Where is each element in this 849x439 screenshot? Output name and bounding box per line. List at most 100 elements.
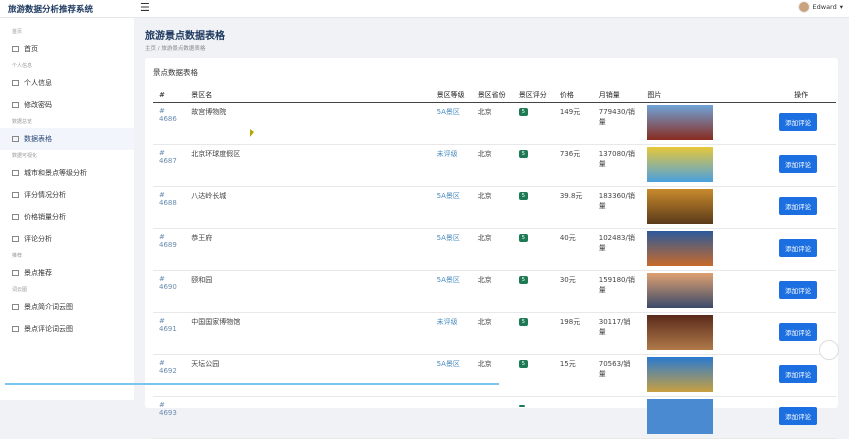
price [553, 396, 593, 439]
row-id: # 4686 [153, 102, 186, 145]
sidebar-item[interactable]: 景点简介词云图 [0, 296, 134, 318]
add-comment-button[interactable]: 添加评论 [779, 322, 818, 341]
breadcrumb: 主页 / 旅游景点数据表格 [145, 44, 845, 52]
loading-progress-bar [5, 383, 499, 385]
province: 北京 [471, 270, 513, 313]
avatar [797, 1, 810, 13]
add-comment-button[interactable]: 添加评论 [779, 238, 818, 257]
scenic-level: 5A景区 [430, 186, 472, 229]
sidebar-item[interactable]: 景点推荐 [0, 262, 134, 284]
add-comment-button[interactable]: 添加评论 [779, 406, 818, 425]
row-id: # 4689 [153, 228, 186, 271]
user-menu[interactable]: Edward ▾ [797, 1, 843, 13]
sidebar-item[interactable]: 数据表格 [0, 128, 134, 150]
menu-toggle-icon[interactable]: ☰ [140, 1, 150, 14]
sidebar-section-title: 首页 [12, 29, 23, 35]
breadcrumb-home[interactable]: 主页 [145, 46, 157, 52]
monthly-sales [592, 396, 642, 439]
row-id: # 4688 [153, 186, 186, 229]
scenic-level: 5A景区 [430, 354, 472, 397]
add-comment-button[interactable]: 添加评论 [779, 196, 818, 215]
sidebar-item[interactable]: 评分情况分析 [0, 184, 134, 206]
price: 39.8元 [553, 186, 593, 229]
add-comment-button[interactable]: 添加评论 [779, 112, 818, 131]
column-header: 月销量 [592, 88, 642, 103]
scenic-name: 北京环球度假区 [185, 144, 431, 187]
row-id: # 4693 [153, 396, 186, 439]
score-badge: 5 [518, 149, 528, 158]
column-header: 景区评分 [512, 88, 554, 103]
scenic-level: 未评级 [430, 144, 472, 187]
table-row: # 4686 故宫博物院 5A景区 北京 5 149元 779430/销量 添加… [153, 102, 836, 145]
scenic-name: 八达岭长城 [185, 186, 431, 229]
scenic-level: 5A景区 [430, 102, 472, 145]
sidebar-item[interactable]: 景点评论词云图 [0, 318, 134, 340]
row-id: # 4687 [153, 144, 186, 187]
user-name: Edward [812, 3, 837, 11]
province: 北京 [471, 228, 513, 271]
scenic-image [647, 314, 714, 350]
app-title: 旅游数据分析推荐系统 [8, 5, 94, 15]
score-badge: 5 [518, 233, 528, 242]
add-comment-button[interactable]: 添加评论 [779, 154, 818, 173]
province: 北京 [471, 312, 513, 355]
scenic-image [647, 272, 714, 308]
scenic-name [185, 396, 431, 439]
sidebar-item-label: 数据表格 [24, 135, 52, 143]
scenic-image [647, 104, 714, 140]
row-id: # 4690 [153, 270, 186, 313]
breadcrumb-sep: / [157, 46, 160, 52]
sidebar-item-label: 景点简介词云图 [24, 303, 73, 311]
scenic-level [430, 396, 472, 439]
score-badge [518, 404, 525, 407]
add-comment-button[interactable]: 添加评论 [779, 280, 818, 299]
sidebar-section-title: 数据总览 [12, 119, 33, 125]
scenic-image [647, 146, 714, 182]
sidebar-section-title: 词云图 [12, 287, 28, 293]
sidebar-item[interactable]: 价格销量分析 [0, 206, 134, 228]
sidebar-item-label: 评论分析 [24, 235, 52, 243]
province: 北京 [471, 354, 513, 397]
price: 15元 [553, 354, 593, 397]
monthly-sales: 30117/销量 [592, 312, 642, 355]
sidebar-item[interactable]: 城市和景点等级分析 [0, 162, 134, 184]
floating-widget-button[interactable] [819, 340, 839, 360]
sidebar-item[interactable]: 修改密码 [0, 94, 134, 116]
sidebar-item-label: 修改密码 [24, 101, 52, 109]
card-title: 景点数据表格 [153, 68, 198, 77]
province [471, 396, 513, 439]
cloud-icon [12, 326, 19, 332]
monthly-sales: 183360/销量 [592, 186, 642, 229]
chart-icon [12, 170, 19, 176]
scenic-name: 中国国家博物馆 [185, 312, 431, 355]
sidebar-item[interactable]: 首页 [0, 38, 134, 60]
sidebar-item[interactable]: 个人信息 [0, 72, 134, 94]
score-badge: 5 [518, 107, 528, 116]
scenic-level: 5A景区 [430, 228, 472, 271]
sidebar-item[interactable]: 评论分析 [0, 228, 134, 250]
sidebar-section-title: 数据可视化 [12, 153, 38, 159]
province: 北京 [471, 102, 513, 145]
user-card-icon [12, 80, 19, 86]
add-comment-button[interactable]: 添加评论 [779, 364, 818, 383]
scenic-level: 未评级 [430, 312, 472, 355]
score-badge: 5 [518, 317, 528, 326]
mouse-cursor-icon [250, 129, 254, 137]
caret-down-icon: ▾ [839, 3, 843, 11]
chart-icon [12, 192, 19, 198]
sidebar-item-label: 城市和景点等级分析 [24, 169, 87, 177]
price: 149元 [553, 102, 593, 145]
scenic-name: 天坛公园 [185, 354, 431, 397]
top-bar: 旅游数据分析推荐系统 ☰ Edward ▾ [0, 0, 849, 18]
data-table: # 景区名 景区等级 景区省份 景区评分 价格 月销量 图片 操作 # 4686 故宫博物院 5… [153, 88, 836, 439]
scenic-name: 故宫博物院 [185, 102, 431, 145]
scenic-name: 恭王府 [185, 228, 431, 271]
price: 30元 [553, 270, 593, 313]
home-icon [12, 46, 19, 52]
table-card: 景点数据表格 # 景区名 景区等级 景区省份 景区评分 价格 月销量 图片 操作 # 4686 … [145, 58, 838, 439]
table-row: # 4689 恭王府 5A景区 北京 5 40元 102483/销量 添加评论 [153, 228, 836, 271]
recommend-icon [12, 270, 19, 276]
score-badge: 5 [518, 191, 528, 200]
column-header: 景区等级 [430, 88, 472, 103]
scenic-level: 5A景区 [430, 270, 472, 313]
